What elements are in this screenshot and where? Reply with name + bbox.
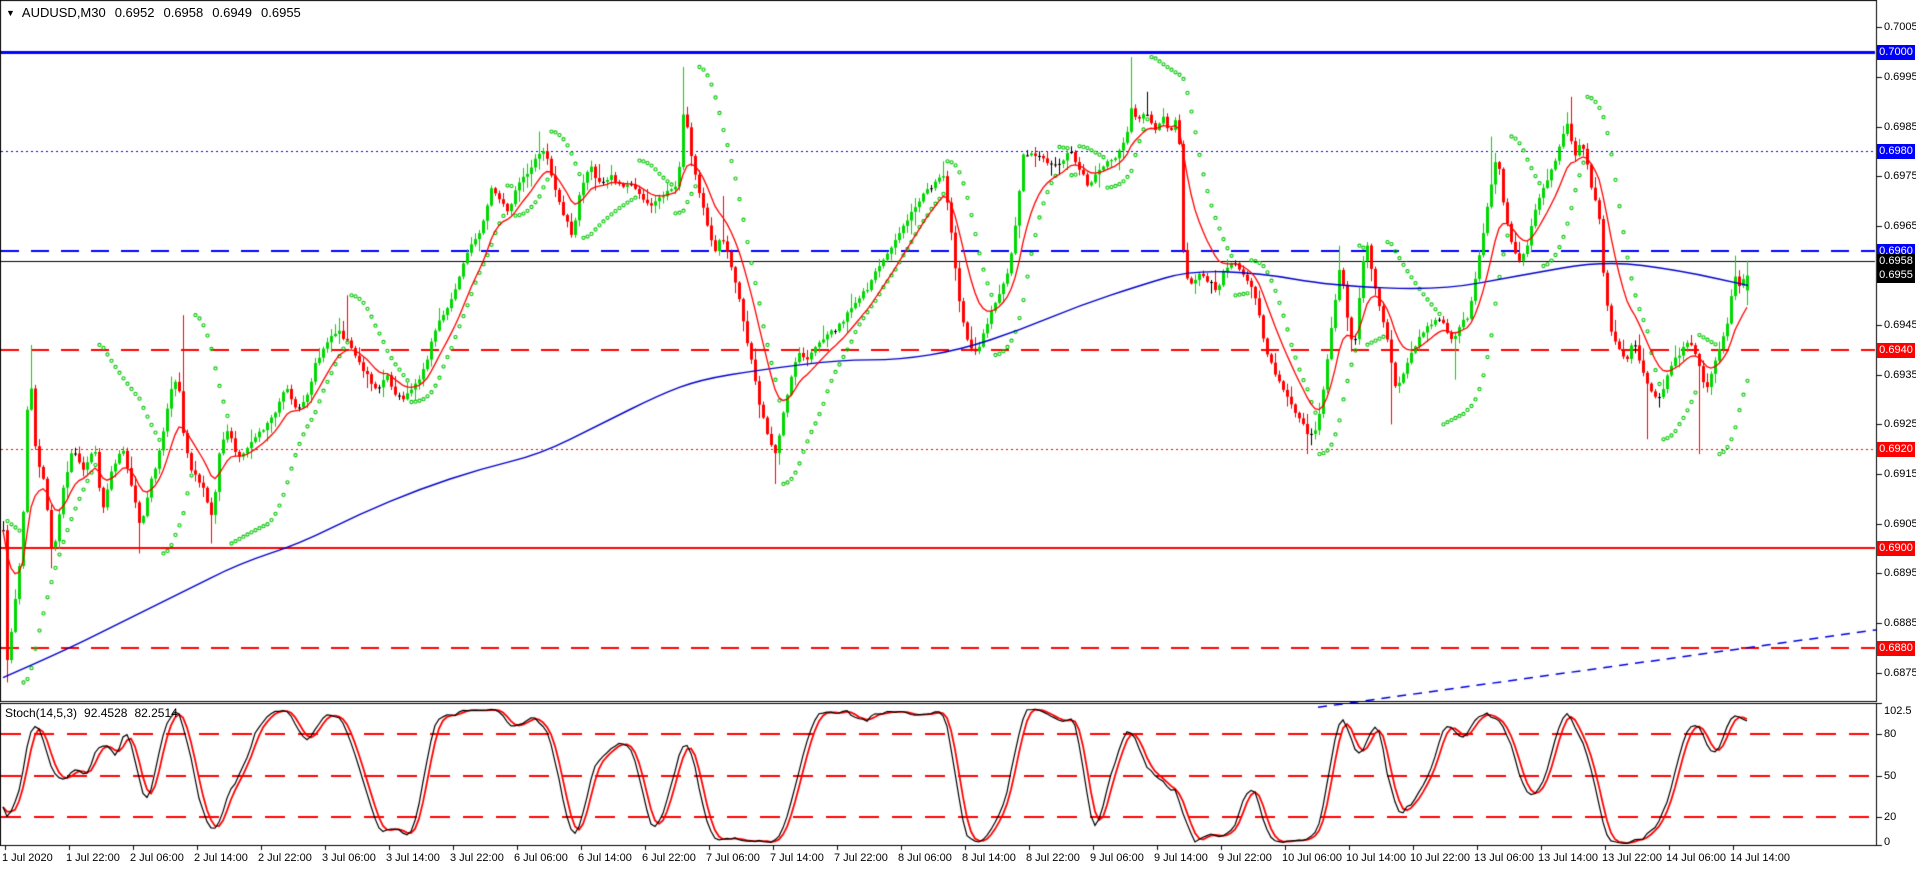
stoch-scale-label: 102.5 bbox=[1884, 705, 1912, 717]
time-tick-label: 9 Jul 14:00 bbox=[1154, 852, 1208, 864]
price-badge-0.6920: 0.6920 bbox=[1877, 442, 1915, 457]
price-badge-0.7000: 0.7000 bbox=[1877, 45, 1915, 60]
time-tick-label: 9 Jul 22:00 bbox=[1218, 852, 1272, 864]
time-tick-label: 10 Jul 22:00 bbox=[1410, 852, 1470, 864]
time-tick-label: 3 Jul 22:00 bbox=[450, 852, 504, 864]
time-tick-label: 2 Jul 06:00 bbox=[130, 852, 184, 864]
symbol-name: AUDUSD,M30 bbox=[21, 5, 106, 20]
time-tick-label: 7 Jul 06:00 bbox=[706, 852, 760, 864]
price-badge-0.6958: 0.6958 bbox=[1877, 254, 1915, 269]
price-tick-label: 0.6905 bbox=[1884, 518, 1916, 530]
time-tick-label: 10 Jul 14:00 bbox=[1346, 852, 1406, 864]
symbol-ohlc-label: ▼ AUDUSD,M30 0.6952 0.6958 0.6949 0.6955 bbox=[6, 5, 301, 20]
price-tick-label: 0.6915 bbox=[1884, 468, 1916, 480]
time-tick-label: 2 Jul 14:00 bbox=[194, 852, 248, 864]
price-badge-0.6900: 0.6900 bbox=[1877, 541, 1915, 556]
time-tick-label: 13 Jul 22:00 bbox=[1602, 852, 1662, 864]
time-tick-label: 9 Jul 06:00 bbox=[1090, 852, 1144, 864]
time-tick-label: 8 Jul 14:00 bbox=[962, 852, 1016, 864]
time-tick-label: 7 Jul 14:00 bbox=[770, 852, 824, 864]
price-tick-label: 0.6985 bbox=[1884, 121, 1916, 133]
stoch-scale-label: 20 bbox=[1884, 811, 1897, 823]
time-tick-label: 1 Jul 2020 bbox=[2, 852, 53, 864]
time-tick-label: 3 Jul 14:00 bbox=[386, 852, 440, 864]
stoch-scale-label: 50 bbox=[1884, 770, 1897, 782]
time-tick-label: 1 Jul 22:00 bbox=[66, 852, 120, 864]
time-tick-label: 14 Jul 06:00 bbox=[1666, 852, 1726, 864]
time-tick-label: 8 Jul 06:00 bbox=[898, 852, 952, 864]
stoch-name: Stoch(14,5,3) bbox=[5, 706, 78, 720]
price-tick-label: 0.6965 bbox=[1884, 220, 1916, 232]
time-tick-label: 6 Jul 06:00 bbox=[514, 852, 568, 864]
time-tick-label: 14 Jul 14:00 bbox=[1730, 852, 1790, 864]
price-tick-label: 0.6895 bbox=[1884, 567, 1916, 579]
stoch-indicator-label: Stoch(14,5,3) 92.4528 82.2514 bbox=[5, 706, 178, 720]
stoch-scale-label: 0 bbox=[1884, 836, 1891, 848]
stoch-k-value: 92.4528 bbox=[84, 706, 128, 720]
price-tick-label: 0.6925 bbox=[1884, 418, 1916, 430]
time-tick-label: 2 Jul 22:00 bbox=[258, 852, 312, 864]
time-tick-label: 3 Jul 06:00 bbox=[322, 852, 376, 864]
price-tick-label: 0.6995 bbox=[1884, 71, 1916, 83]
time-tick-label: 7 Jul 22:00 bbox=[834, 852, 888, 864]
price-badge-0.6980: 0.6980 bbox=[1877, 144, 1915, 159]
price-badge-0.6880: 0.6880 bbox=[1877, 641, 1915, 656]
price-tick-label: 0.6935 bbox=[1884, 369, 1916, 381]
time-tick-label: 6 Jul 14:00 bbox=[578, 852, 632, 864]
stoch-scale-label: 80 bbox=[1884, 728, 1897, 740]
ohlc-close-value: 0.6955 bbox=[261, 5, 301, 20]
time-tick-label: 6 Jul 22:00 bbox=[642, 852, 696, 864]
time-tick-label: 8 Jul 22:00 bbox=[1026, 852, 1080, 864]
price-tick-label: 0.6975 bbox=[1884, 170, 1916, 182]
price-tick-label: 0.6885 bbox=[1884, 617, 1916, 629]
price-tick-label: 0.6945 bbox=[1884, 319, 1916, 331]
ohlc-low-value: 0.6949 bbox=[212, 5, 253, 20]
price-badge-0.6940: 0.6940 bbox=[1877, 343, 1915, 358]
time-tick-label: 13 Jul 14:00 bbox=[1538, 852, 1598, 864]
ohlc-open-value: 0.6952 bbox=[114, 5, 155, 20]
price-badge-0.6955: 0.6955 bbox=[1877, 268, 1915, 283]
price-tick-label: 0.7005 bbox=[1884, 21, 1916, 33]
time-tick-label: 13 Jul 06:00 bbox=[1474, 852, 1534, 864]
stoch-d-value: 82.2514 bbox=[134, 706, 178, 720]
price-tick-label: 0.6875 bbox=[1884, 667, 1916, 679]
time-tick-label: 10 Jul 06:00 bbox=[1282, 852, 1342, 864]
symbol-dropdown-icon[interactable]: ▼ bbox=[6, 8, 15, 18]
ohlc-high-value: 0.6958 bbox=[163, 5, 204, 20]
